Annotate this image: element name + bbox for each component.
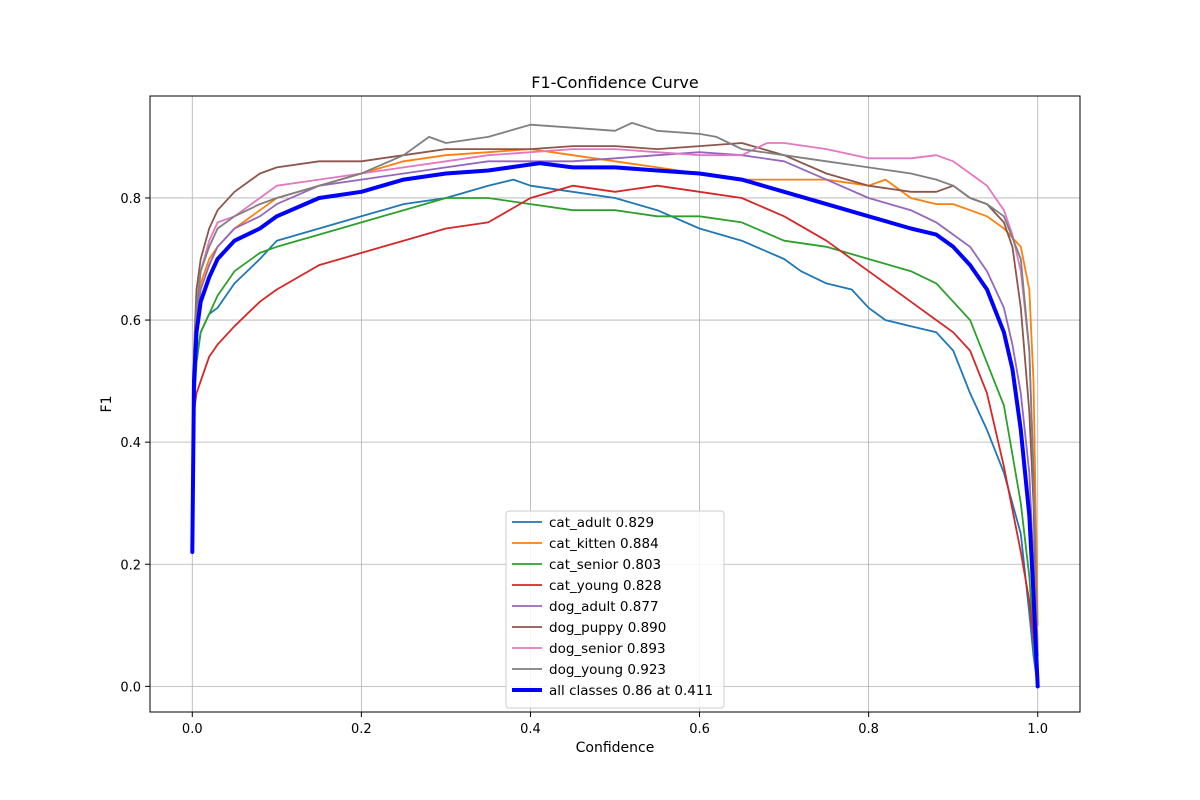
y-tick-label: 0.6 xyxy=(120,314,141,329)
legend-entry: dog_adult 0.877 xyxy=(549,599,659,615)
series-line-3 xyxy=(191,184,1039,675)
x-tick-label: 0.0 xyxy=(182,722,203,737)
x-tick-label: 0.6 xyxy=(689,722,710,737)
x-tick-label: 0.2 xyxy=(351,722,372,737)
axis-ticks: 0.0 0.2 0.4 0.6 0.8 1.0 0.0 0.2 0.4 0.6 0.8 xyxy=(120,192,1048,737)
series-line-6 xyxy=(191,142,1039,657)
series-line-7 xyxy=(191,122,1039,657)
x-axis-label: Confidence xyxy=(576,740,655,756)
series-line-5 xyxy=(191,142,1039,675)
y-tick-label: 0.0 xyxy=(120,680,141,695)
chart-title: F1-Confidence Curve xyxy=(531,73,698,92)
legend-entry: cat_kitten 0.884 xyxy=(549,536,659,552)
legend: cat_adult 0.829 cat_kitten 0.884 cat_senio… xyxy=(505,510,725,709)
legend-entry: cat_senior 0.803 xyxy=(549,557,661,573)
series-line-8 xyxy=(190,161,1040,689)
y-tick-label: 0.2 xyxy=(120,558,141,573)
series-line-2 xyxy=(191,197,1039,688)
x-tick-label: 1.0 xyxy=(1027,722,1048,737)
legend-entry: dog_young 0.923 xyxy=(549,662,666,678)
legend-entry: dog_puppy 0.890 xyxy=(549,620,666,636)
x-tick-label: 0.8 xyxy=(858,722,879,737)
y-tick-label: 0.4 xyxy=(120,436,141,451)
series-lines xyxy=(190,122,1040,689)
legend-entry: cat_young 0.828 xyxy=(549,578,662,594)
series-line-4 xyxy=(191,151,1039,688)
plot-frame xyxy=(149,95,1081,713)
series-line-0 xyxy=(191,178,1039,688)
legend-box xyxy=(505,510,725,709)
legend-entry: dog_senior 0.893 xyxy=(549,641,666,657)
y-tick-label: 0.8 xyxy=(120,192,141,207)
legend-entry: cat_adult 0.829 xyxy=(549,515,654,531)
y-axis-label: F1 xyxy=(99,396,115,413)
x-tick-label: 0.4 xyxy=(520,722,541,737)
legend-entry: all classes 0.86 at 0.411 xyxy=(549,683,713,699)
